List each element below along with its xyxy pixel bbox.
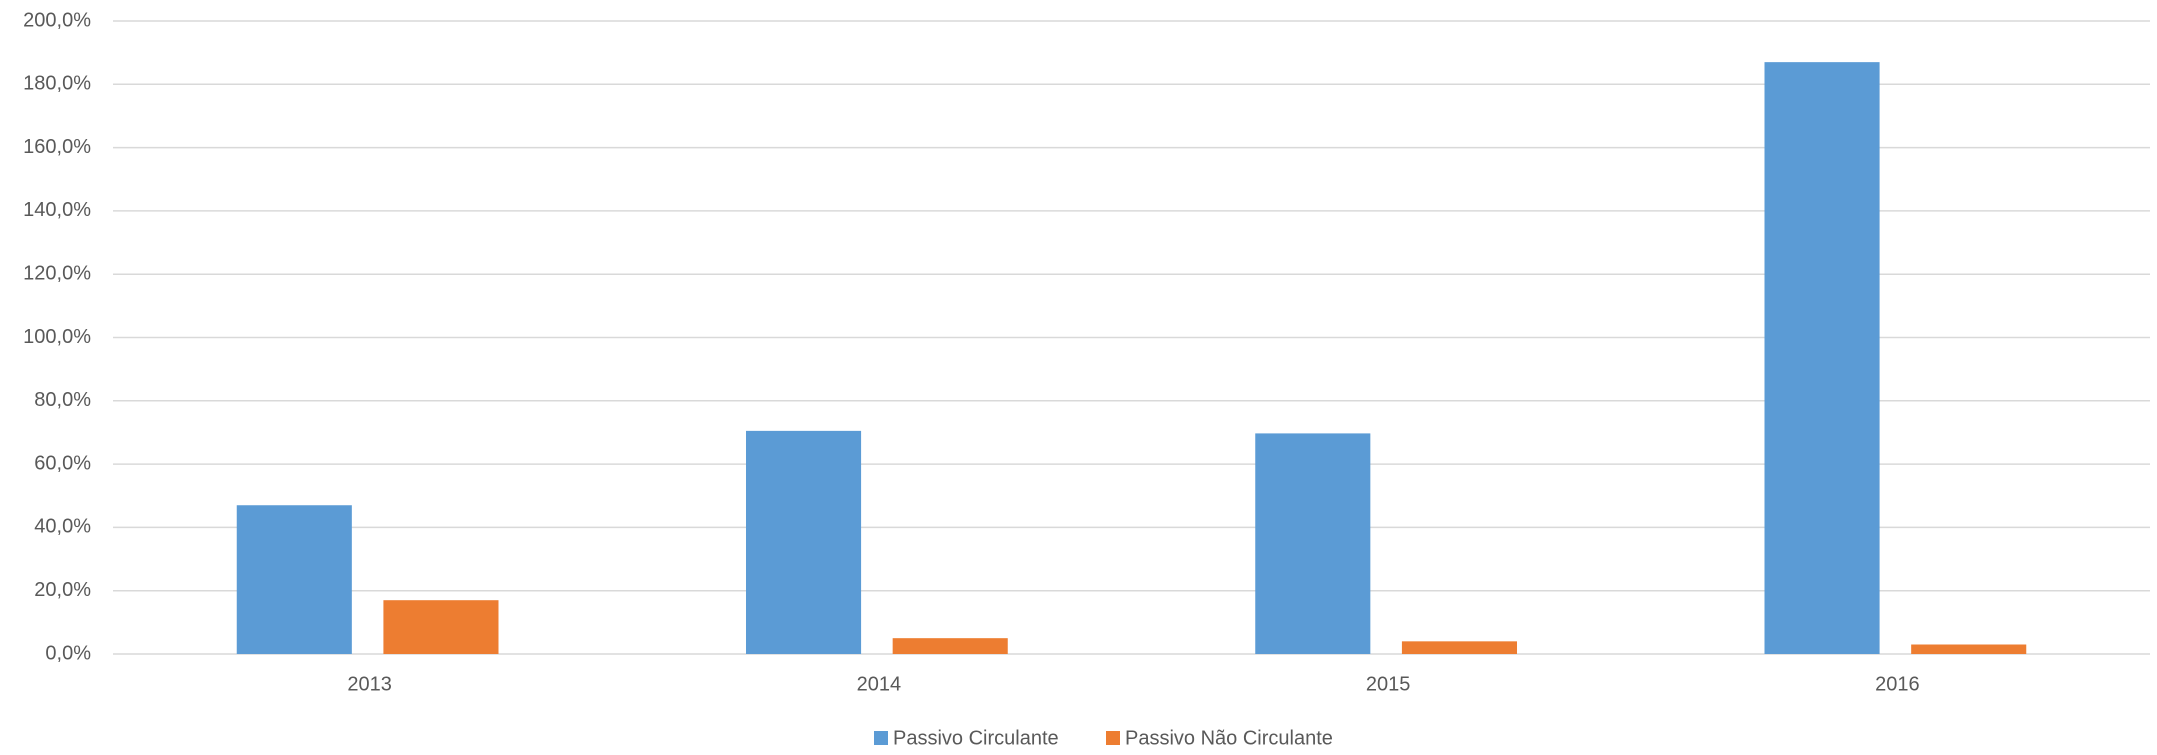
legend-label: Passivo Não Circulante <box>1125 727 1333 749</box>
y-tick-label: 40,0% <box>34 516 91 538</box>
legend-swatch <box>1106 731 1120 745</box>
y-tick-label: 120,0% <box>23 262 91 284</box>
y-tick-label: 100,0% <box>23 326 91 348</box>
bar <box>1764 62 1880 654</box>
y-tick-label: 160,0% <box>23 136 91 158</box>
y-tick-label: 80,0% <box>34 389 91 411</box>
y-tick-label: 20,0% <box>34 579 91 601</box>
y-tick-label: 140,0% <box>23 199 91 221</box>
bar <box>892 638 1008 654</box>
bar <box>1255 433 1371 654</box>
legend-label: Passivo Circulante <box>893 727 1059 749</box>
bar <box>745 430 862 654</box>
y-tick-label: 180,0% <box>23 73 91 95</box>
x-tick-label: 2015 <box>1366 673 1411 695</box>
bar <box>236 505 352 654</box>
y-tick-label: 200,0% <box>23 9 91 31</box>
bar <box>1911 644 2027 654</box>
x-tick-label: 2014 <box>857 673 902 695</box>
x-tick-label: 2016 <box>1875 673 1920 695</box>
legend-swatch <box>874 731 888 745</box>
bar <box>1401 641 1518 654</box>
y-tick-label: 0,0% <box>45 642 91 664</box>
bar <box>383 600 499 654</box>
y-tick-label: 60,0% <box>34 452 91 474</box>
x-tick-label: 2013 <box>347 673 392 695</box>
